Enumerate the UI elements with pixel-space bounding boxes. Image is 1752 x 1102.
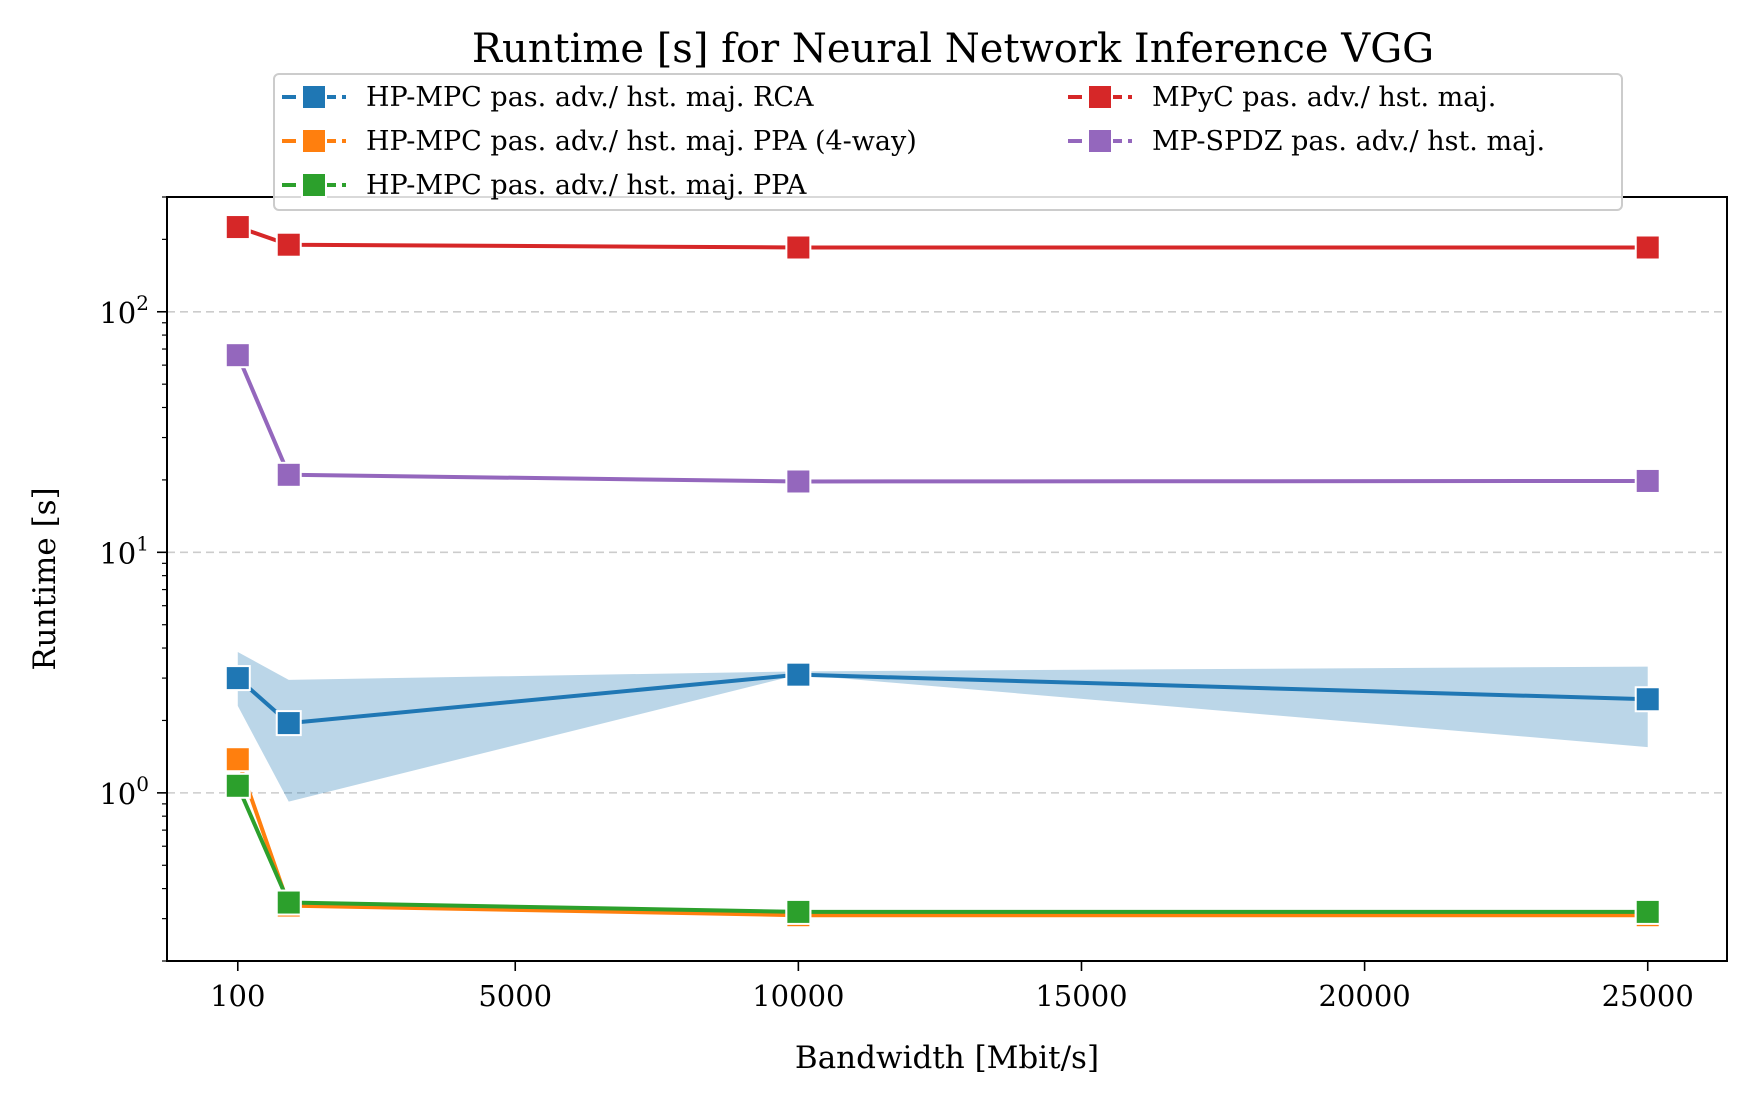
y-tick-label: 102 [99,291,149,330]
confidence-band [237,652,1648,802]
legend-label: HP-MPC pas. adv./ hst. maj. PPA (4-way) [366,126,917,157]
y-tick-base: 10 [99,777,136,811]
legend-entry: HP-MPC pas. adv./ hst. maj. PPA [282,170,807,201]
series-line [235,354,1648,484]
data-point [224,342,251,369]
legend-marker-swatch [301,84,327,110]
data-point [1634,234,1661,261]
legend-label: HP-MPC pas. adv./ hst. maj. PPA [366,170,807,201]
data-point [275,461,302,488]
series-markers [224,214,1661,929]
data-point [275,710,302,737]
legend-entry: HP-MPC pas. adv./ hst. maj. PPA (4-way) [282,126,917,157]
legend-label: HP-MPC pas. adv./ hst. maj. RCA [366,82,814,113]
legend: HP-MPC pas. adv./ hst. maj. RCA HP-MPC pa… [273,73,1623,211]
x-tick-label: 5000 [478,979,552,1013]
legend-entry: MP-SPDZ pas. adv./ hst. maj. [1068,126,1545,157]
series-lines [235,225,1648,918]
x-axis-ticks: 100 5000 10000 15000 20000 25000 [210,961,1694,1013]
chart-title: Runtime [s] for Neural Network Inference… [472,26,1434,72]
legend-marker-swatch [301,128,327,154]
y-tick-base: 10 [99,536,136,570]
x-tick-label: 25000 [1602,979,1694,1013]
data-point [1634,898,1661,925]
data-point [1634,467,1661,494]
data-point [224,746,251,773]
y-tick-label: 101 [99,531,149,570]
grid-lines [167,310,1727,794]
data-point [224,665,251,692]
legend-entry: MPyC pas. adv./ hst. maj. [1068,82,1496,113]
y-axis-label: Runtime [s] [27,487,63,670]
x-tick-label: 20000 [1318,979,1410,1013]
legend-marker-swatch [1087,84,1113,110]
data-point [785,661,812,688]
data-point [785,898,812,925]
series-line [236,672,1648,726]
data-point [275,231,302,258]
y-tick-exponent: 0 [136,772,149,796]
series-line [235,784,1648,914]
x-tick-label: 100 [210,979,265,1013]
legend-entry: HP-MPC pas. adv./ hst. maj. RCA [282,82,814,113]
data-point [785,468,812,495]
data-point [275,889,302,916]
legend-box [273,73,1623,211]
y-tick-exponent: 2 [136,291,149,315]
data-point [1634,686,1661,713]
data-point [224,772,251,799]
y-tick-label: 100 [99,772,149,811]
x-tick-label: 15000 [1035,979,1127,1013]
series-line [235,758,1648,918]
legend-label: MPyC pas. adv./ hst. maj. [1152,82,1496,113]
legend-marker-swatch [1087,128,1113,154]
x-tick-label: 10000 [752,979,844,1013]
y-tick-exponent: 1 [136,531,149,555]
confidence-bands [237,652,1648,802]
series-line [237,225,1648,250]
data-point [785,234,812,261]
data-point [224,214,251,241]
legend-label: MP-SPDZ pas. adv./ hst. maj. [1152,126,1545,157]
legend-marker-swatch [301,172,327,198]
x-axis-label: Bandwidth [Mbit/s] [795,1040,1099,1076]
y-tick-base: 10 [99,296,136,330]
